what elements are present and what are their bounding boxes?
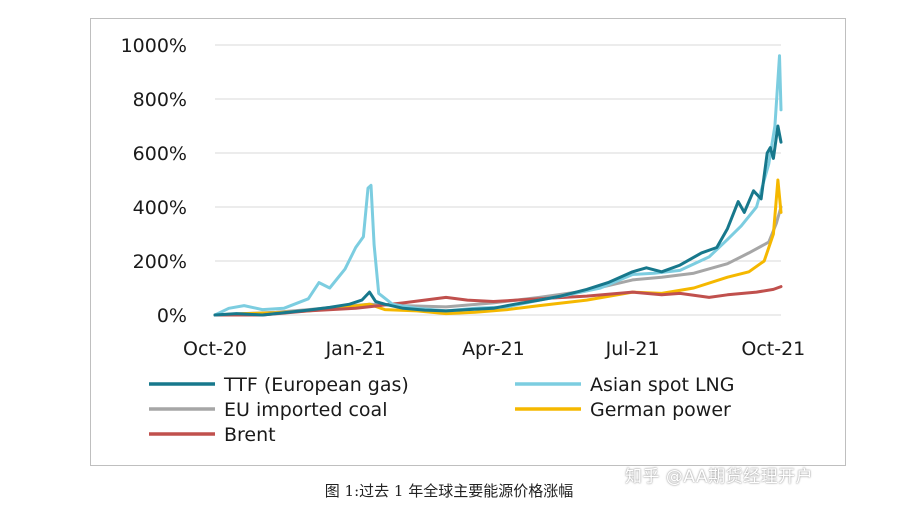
legend-label: EU imported coal: [224, 399, 387, 421]
x-axis-ticks: Oct-20 Jan-21 Apr-21 Jul-21 Oct-21: [183, 338, 805, 360]
y-tick-label: 800%: [133, 89, 187, 111]
y-axis-ticks: 0% 200% 400% 600% 800% 1000%: [121, 35, 187, 327]
legend-label: German power: [590, 399, 731, 421]
y-tick-label: 400%: [133, 197, 187, 219]
figure-caption: 图 1:过去 1 年全球主要能源价格涨幅: [324, 482, 574, 500]
x-tick-label: Oct-21: [741, 338, 805, 360]
legend-label: Asian spot LNG: [590, 374, 735, 396]
series-lines: [213, 54, 783, 317]
line-chart: 0% 200% 400% 600% 800% 1000% Oct-20 Jan-21 Apr-…: [121, 35, 806, 446]
x-tick-label: Jan-21: [325, 338, 386, 360]
y-tick-label: 1000%: [121, 35, 187, 57]
x-tick-label: Jul-21: [605, 338, 660, 360]
y-tick-label: 200%: [133, 251, 187, 273]
x-tick-label: Apr-21: [462, 338, 525, 360]
y-tick-label: 0%: [157, 305, 187, 327]
legend-label: TTF (European gas): [223, 374, 409, 396]
watermark: 知乎 @AA期货经理开户: [625, 467, 814, 487]
gridlines: [215, 44, 781, 316]
series-line-brent: [213, 285, 783, 317]
legend: TTF (European gas) Asian spot LNG EU impor…: [149, 374, 735, 446]
legend-label: Brent: [224, 424, 276, 446]
series-line-ttf-european-gas: [213, 124, 783, 317]
y-tick-label: 600%: [133, 143, 187, 165]
series-line-asian-spot-lng: [213, 54, 783, 317]
x-tick-label: Oct-20: [183, 338, 247, 360]
chart-frame: 0% 200% 400% 600% 800% 1000% Oct-20 Jan-21 Apr-…: [90, 18, 846, 466]
